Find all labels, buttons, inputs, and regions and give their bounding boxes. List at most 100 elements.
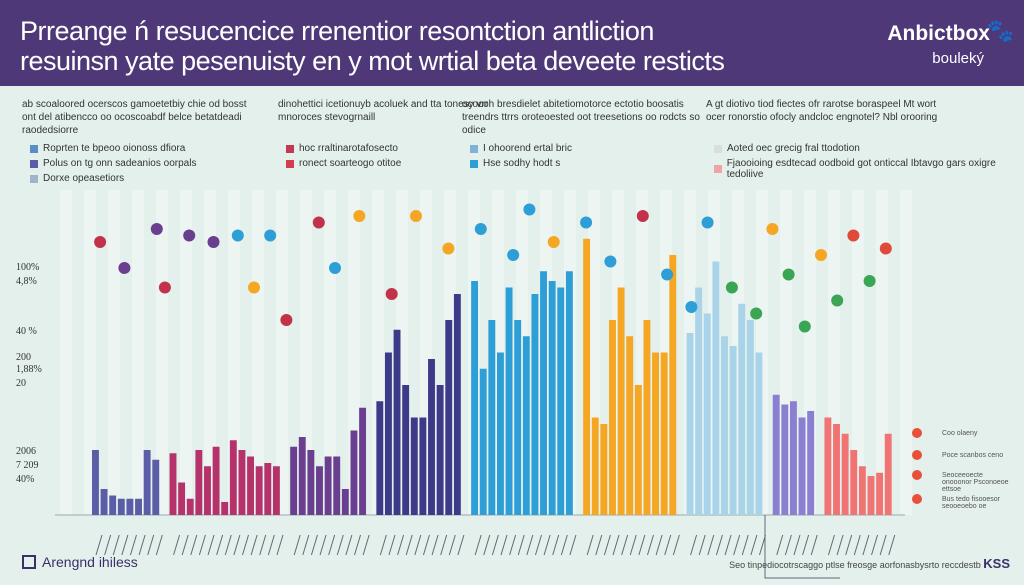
bar — [583, 238, 591, 515]
scatter-dot — [766, 223, 779, 235]
side-annotation: Poce scanbos ceno — [942, 452, 1004, 459]
x-tick-label — [698, 534, 706, 556]
x-tick-label — [293, 534, 301, 556]
bar — [600, 424, 608, 515]
footer-right: Seo tinpediocotrscaggo ptlse freosge aor… — [729, 556, 1010, 571]
bar — [376, 401, 384, 515]
scatter-dot — [815, 249, 827, 261]
bar — [324, 456, 332, 515]
x-tick-label — [500, 534, 508, 556]
scatter-dot — [661, 268, 674, 281]
x-tick-label — [302, 534, 310, 556]
scatter-dot — [604, 255, 617, 268]
scatter-dot — [580, 216, 593, 229]
scatter-dot — [442, 242, 455, 255]
scatter-dot — [831, 294, 844, 307]
marker-icon — [912, 450, 922, 460]
x-tick-label — [379, 534, 387, 556]
grid-column — [132, 190, 144, 515]
bar — [143, 450, 151, 515]
bar — [212, 446, 220, 515]
bar — [341, 489, 349, 515]
footer-mark: KSS — [983, 556, 1010, 571]
bar — [247, 456, 254, 515]
x-tick-label — [440, 534, 448, 556]
header-banner: Prreange ń resucencice rrenentior resont… — [0, 0, 1024, 86]
grid-column — [204, 190, 216, 515]
bar — [660, 352, 668, 515]
bar — [255, 466, 263, 515]
bar — [410, 417, 418, 515]
bar — [514, 320, 522, 515]
bar — [109, 495, 117, 515]
scatter-dot — [636, 210, 649, 222]
bar — [850, 450, 858, 515]
x-tick-label — [879, 534, 887, 556]
chart-icon — [22, 555, 36, 569]
bar — [290, 446, 298, 515]
bar — [264, 463, 272, 515]
legend-label: Roprten te bpeoo oionoss dfiora — [43, 143, 186, 154]
scatter-dot — [183, 229, 196, 242]
x-tick-label — [483, 534, 491, 556]
x-tick-label — [405, 534, 413, 556]
bar — [436, 385, 444, 515]
x-tick-label — [457, 534, 465, 556]
legend-item: Roprten te bpeoo oionoss dfiora — [30, 143, 185, 154]
x-tick-label — [474, 534, 482, 556]
y-tick-label: 40 % — [16, 326, 37, 337]
scatter-dot — [353, 210, 366, 222]
grid-column — [60, 190, 72, 515]
bar — [695, 287, 703, 515]
legend-label: Fjaooioing esdtecad oodboid got onticcal… — [726, 158, 996, 180]
x-tick-label — [422, 534, 430, 556]
scatter-dot — [685, 301, 698, 313]
x-tick-label — [603, 534, 611, 556]
legend-label: Aoted oec grecig fral ttodotion — [727, 143, 860, 154]
x-tick-label — [733, 534, 741, 556]
scatter-dot — [150, 223, 163, 235]
bar — [729, 346, 737, 515]
x-tick-label — [224, 534, 232, 556]
x-tick-label — [345, 534, 353, 556]
x-tick-label — [534, 534, 542, 556]
bar — [807, 411, 815, 515]
legend-swatch — [714, 165, 722, 173]
x-tick-label — [810, 534, 818, 556]
bar — [746, 320, 754, 515]
x-tick-label — [181, 534, 189, 556]
bar — [445, 320, 453, 515]
scatter-dot — [750, 307, 763, 320]
legend-label: hoc rraltinarotafosecto — [299, 143, 398, 154]
bar — [316, 466, 323, 515]
bar — [471, 281, 479, 515]
scatter-dot — [264, 229, 277, 242]
scatter-dot — [248, 281, 260, 294]
marker-icon — [912, 428, 922, 438]
legend-item: ronect soarteogo otitoe — [286, 158, 401, 169]
scatter-dot — [94, 236, 107, 248]
bar — [686, 333, 694, 515]
x-tick-label — [612, 534, 620, 556]
x-tick-label — [267, 534, 275, 556]
bar — [858, 466, 866, 515]
x-tick-label — [655, 534, 663, 556]
x-tick-label — [543, 534, 551, 556]
footer-right-text: Seo tinpediocotrscaggo ptlse freosge aor… — [729, 560, 981, 570]
grid-column — [108, 190, 120, 515]
x-tick-label — [638, 534, 646, 556]
bar — [428, 359, 435, 515]
grid-column — [900, 190, 912, 515]
bar — [419, 417, 427, 515]
legend-item: hoc rraltinarotafosecto — [286, 143, 398, 154]
x-tick-label — [586, 534, 594, 556]
scatter-dot — [701, 216, 714, 229]
x-tick-label — [198, 534, 206, 556]
bar — [721, 336, 728, 515]
x-tick-label — [509, 534, 517, 556]
bar — [229, 440, 237, 515]
y-tick-label: 200 — [16, 352, 31, 363]
x-tick-label — [862, 534, 870, 556]
bar — [505, 287, 513, 515]
x-tick-label — [207, 534, 215, 556]
